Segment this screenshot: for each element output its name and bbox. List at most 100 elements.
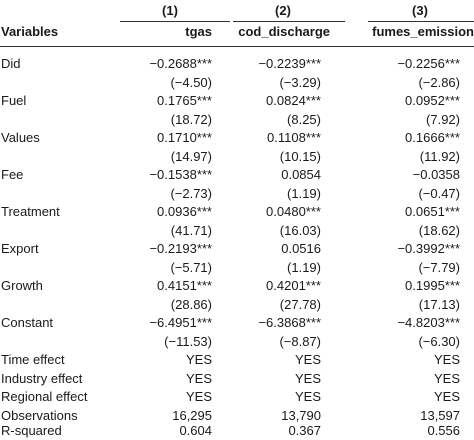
row-label: Industry effect <box>1 370 83 386</box>
cell-col2: 0.1108*** <box>267 130 321 145</box>
cell-col2: 0.0854 <box>281 167 321 182</box>
table-row: Regional effect YES YES YES <box>0 388 474 406</box>
cell-col2: (10.15) <box>279 148 321 164</box>
table-row: Fee −0.1538*** 0.0854 −0.0358 <box>0 166 474 184</box>
table-row: Did −0.2688*** −0.2239*** −0.2256*** <box>0 55 474 73</box>
cell-col1: (14.97) <box>170 148 212 164</box>
cell-col2: YES <box>294 389 321 404</box>
variables-header: Variables <box>1 24 59 39</box>
cell-col2: −0.2239*** <box>258 56 321 71</box>
cell-col1: 16,295 <box>172 407 212 423</box>
column-1-name: tgas <box>185 24 212 39</box>
table-row: R-squared 0.604 0.367 0.556 <box>0 422 474 440</box>
cell-col2: −6.3868*** <box>258 315 321 330</box>
cell-col3: 0.0952*** <box>405 93 460 108</box>
cell-col3: YES <box>433 370 460 386</box>
header-bottom-rule <box>0 46 474 47</box>
row-label: Values <box>1 130 40 145</box>
cell-col1: 0.0936*** <box>157 204 212 219</box>
row-label: R-squared <box>1 423 62 438</box>
row-label: Time effect <box>1 352 65 367</box>
cell-col1: (18.72) <box>170 111 212 127</box>
table-row: Growth 0.4151*** 0.4201*** 0.1995*** <box>0 277 474 295</box>
column-2-name: cod_discharge <box>238 24 330 39</box>
cell-col1: (−4.50) <box>170 74 212 90</box>
cell-col2: 0.0824*** <box>266 93 321 108</box>
cell-col1: −0.2193*** <box>149 241 212 256</box>
table-row: Observations 16,295 13,790 13,597 <box>0 407 474 425</box>
table-row: (28.86) (27.78) (17.13) <box>0 296 474 314</box>
column-1-rule <box>120 21 230 22</box>
column-2-rule <box>233 21 345 22</box>
cell-col3: (−7.79) <box>418 259 460 275</box>
cell-col3: (18.62) <box>418 222 460 238</box>
cell-col1: −0.1538*** <box>149 167 212 182</box>
row-label: Observations <box>1 407 78 423</box>
table-row: Constant −6.4951*** −6.3868*** −4.8203**… <box>0 314 474 332</box>
cell-col2: (8.25) <box>287 111 321 127</box>
row-label: Fuel <box>1 93 27 108</box>
table-row: Values 0.1710*** 0.1108*** 0.1666*** <box>0 129 474 147</box>
cell-col2: YES <box>294 352 321 367</box>
cell-col1: 0.1710*** <box>157 130 212 145</box>
cell-col2: (−8.87) <box>279 333 321 349</box>
cell-col1: (−2.73) <box>170 185 212 201</box>
cell-col3: 13,597 <box>420 407 460 423</box>
row-label: Regional effect <box>1 389 88 404</box>
cell-col1: 0.1765*** <box>157 93 212 108</box>
row-label: Fee <box>1 167 24 182</box>
cell-col2: 0.0480*** <box>266 204 321 219</box>
cell-col3: −4.8203*** <box>397 315 460 330</box>
table-row: (−5.71) (1.19) (−7.79) <box>0 259 474 277</box>
table-row: Treatment 0.0936*** 0.0480*** 0.0651*** <box>0 203 474 221</box>
row-label: Growth <box>1 278 43 293</box>
row-label: Constant <box>1 315 54 330</box>
table-row: (14.97) (10.15) (11.92) <box>0 148 474 166</box>
cell-col3: (−0.47) <box>418 185 460 201</box>
cell-col1: YES <box>185 370 212 386</box>
cell-col2: (16.03) <box>279 222 321 238</box>
column-1-number: (1) <box>162 3 178 18</box>
cell-col3: −0.2256*** <box>397 56 460 71</box>
cell-col1: −6.4951*** <box>149 315 212 330</box>
table-row: (−4.50) (−3.29) (−2.86) <box>0 74 474 92</box>
cell-col3: −0.3992*** <box>397 241 460 256</box>
table-row: (18.72) (8.25) (7.92) <box>0 111 474 129</box>
cell-col2: YES <box>294 370 321 386</box>
row-label: Did <box>1 56 21 71</box>
cell-col1: 0.4151*** <box>157 278 212 293</box>
cell-col3: YES <box>433 352 460 367</box>
cell-col3: 0.1666*** <box>405 130 460 145</box>
cell-col3: (−6.30) <box>418 333 460 349</box>
table-row: Export −0.2193*** 0.0516 −0.3992*** <box>0 240 474 258</box>
cell-col2: 0.4201*** <box>266 278 321 293</box>
cell-col1: (−11.53) <box>164 333 212 349</box>
table-row: (−11.53) (−8.87) (−6.30) <box>0 333 474 351</box>
column-2-number: (2) <box>275 3 291 18</box>
cell-col1: −0.2688*** <box>149 56 212 71</box>
cell-col3: (11.92) <box>419 148 460 164</box>
cell-col2: 0.367 <box>288 423 321 438</box>
cell-col1: YES <box>185 352 212 367</box>
cell-col3: (7.92) <box>426 111 460 127</box>
table-row: Time effect YES YES YES <box>0 351 474 369</box>
cell-col3: (17.13) <box>418 296 460 312</box>
cell-col3: (−2.86) <box>418 74 460 90</box>
cell-col1: YES <box>185 389 212 404</box>
cell-col3: −0.0358 <box>412 167 460 182</box>
table-row: (−2.73) (1.19) (−0.47) <box>0 185 474 203</box>
table-row: (41.71) (16.03) (18.62) <box>0 222 474 240</box>
cell-col2: (−3.29) <box>279 74 321 90</box>
cell-col1: (41.71) <box>170 222 212 238</box>
row-label: Treatment <box>1 204 60 219</box>
cell-col3: YES <box>433 389 460 404</box>
cell-col3: 0.556 <box>427 423 460 438</box>
cell-col1: 0.604 <box>179 423 212 438</box>
column-3-rule <box>368 21 474 22</box>
cell-col2: (27.78) <box>279 296 321 312</box>
cell-col1: (−5.71) <box>170 259 212 275</box>
table-row: Industry effect YES YES YES <box>0 370 474 388</box>
cell-col2: (1.19) <box>287 185 321 201</box>
column-3-number: (3) <box>412 3 428 18</box>
